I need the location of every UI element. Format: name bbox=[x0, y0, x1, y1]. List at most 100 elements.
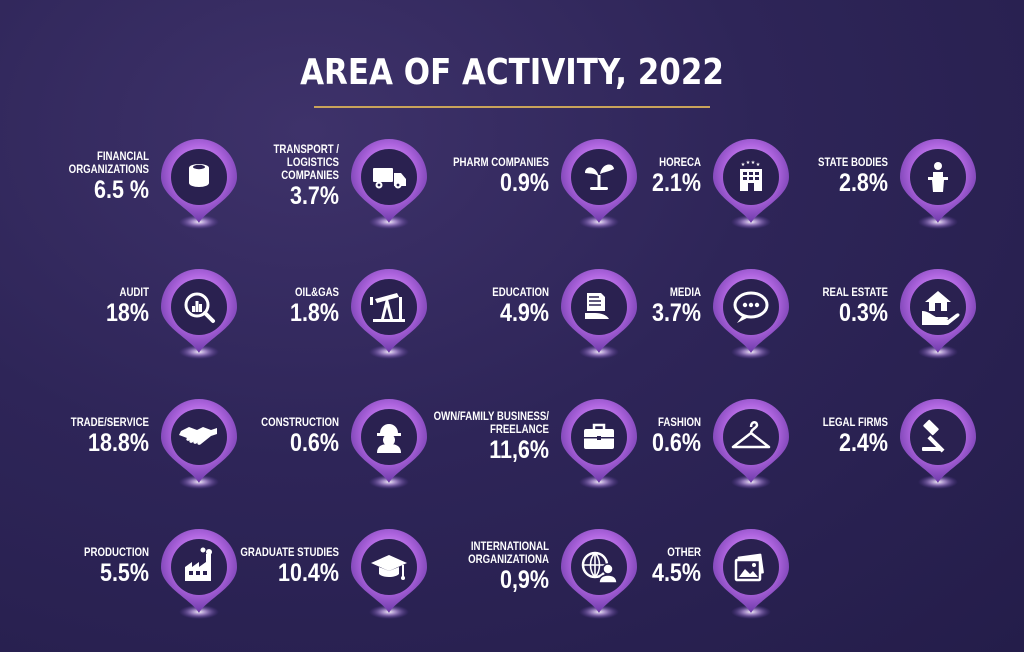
activity-label-block: OTHER 4.5% bbox=[551, 547, 701, 587]
handshake-pin-marker bbox=[159, 399, 239, 494]
truck-icon bbox=[373, 168, 406, 189]
activity-category: TRADE/SERVICE bbox=[70, 417, 149, 429]
oil-pump-icon bbox=[370, 293, 405, 322]
activity-category: STATE BODIES bbox=[818, 157, 888, 169]
activity-percent: 4.5% bbox=[651, 559, 701, 587]
activity-percent: 2.8% bbox=[838, 169, 888, 197]
activity-category: TRANSPORT / LOGISTICS COMPANIES bbox=[273, 144, 339, 182]
hotel-pin-marker: ★ ★ ★ ★ bbox=[711, 139, 791, 234]
magnifier-chart-pin-marker bbox=[159, 269, 239, 364]
hanger-icon bbox=[731, 421, 771, 449]
factory-pin-marker bbox=[159, 529, 239, 624]
activity-label-block: TRANSPORT / LOGISTICS COMPANIES 3.7% bbox=[189, 144, 339, 210]
globe-person-icon bbox=[581, 551, 618, 584]
activity-category: PHARM COMPANIES bbox=[453, 157, 549, 169]
activity-category: OIL&GAS bbox=[294, 287, 339, 299]
briefcase-icon bbox=[584, 423, 614, 449]
activity-label-block: TRADE/SERVICE 18.8% bbox=[0, 417, 149, 457]
sprout-pin-marker bbox=[559, 139, 639, 234]
activity-label-block: PHARM COMPANIES 0.9% bbox=[399, 157, 549, 197]
activity-category: OTHER bbox=[667, 547, 701, 559]
speech-bubble-pin-marker bbox=[711, 269, 791, 364]
svg-text:★: ★ bbox=[751, 160, 756, 166]
activity-category: OWN/FAMILY BUSINESS/ FREELANCE bbox=[433, 410, 549, 436]
book-hand-icon bbox=[585, 293, 609, 319]
activity-percent: 2.1% bbox=[651, 169, 701, 197]
title-underline bbox=[314, 106, 710, 108]
activity-percent: 4.9% bbox=[499, 299, 549, 327]
activity-label-block: LEGAL FIRMS 2.4% bbox=[738, 417, 888, 457]
picture-pin-marker bbox=[711, 529, 791, 624]
magnifier-chart-icon bbox=[184, 292, 215, 323]
worker-pin-marker bbox=[349, 399, 429, 494]
coins-icon bbox=[189, 164, 209, 187]
handshake-icon bbox=[179, 427, 217, 445]
activity-label-block: FINANCIAL ORGANIZATIONS 6.5 % bbox=[0, 151, 149, 204]
svg-text:★: ★ bbox=[756, 162, 761, 168]
graduation-cap-icon bbox=[371, 555, 407, 580]
activity-label-block: AUDIT 18% bbox=[0, 287, 149, 327]
worker-icon bbox=[377, 424, 401, 453]
activity-label-block: OWN/FAMILY BUSINESS/ FREELANCE 11,6% bbox=[399, 411, 549, 464]
activity-category: CONSTRUCTION bbox=[261, 417, 339, 429]
activity-label-block: GRADUATE STUDIES 10.4% bbox=[189, 547, 339, 587]
activity-percent: 11,6% bbox=[489, 435, 549, 464]
sprout-icon bbox=[585, 164, 614, 190]
activity-label-block: INTERNATIONAL ORGANIZATIONA 0,9% bbox=[399, 541, 549, 594]
hotel-icon: ★ ★ ★ ★ bbox=[740, 160, 762, 191]
factory-icon bbox=[185, 547, 212, 581]
picture-icon bbox=[734, 553, 764, 582]
activity-percent: 10.4% bbox=[278, 559, 339, 587]
gavel-icon bbox=[922, 419, 945, 453]
activity-label-block: REAL ESTATE 0.3% bbox=[738, 287, 888, 327]
coins-pin-marker bbox=[159, 139, 239, 234]
graduation-cap-pin-marker bbox=[349, 529, 429, 624]
podium-pin-marker bbox=[898, 139, 978, 234]
house-hand-pin-marker bbox=[898, 269, 978, 364]
activity-category: FINANCIAL ORGANIZATIONS bbox=[68, 150, 149, 176]
activity-category: FASHION bbox=[658, 417, 701, 429]
activity-category: AUDIT bbox=[119, 287, 149, 299]
hanger-pin-marker bbox=[711, 399, 791, 494]
activity-percent: 3.7% bbox=[651, 299, 701, 327]
activity-category: LEGAL FIRMS bbox=[822, 417, 888, 429]
activity-percent: 5.5% bbox=[99, 559, 149, 587]
activity-label-block: HORECA 2.1% bbox=[551, 157, 701, 197]
activity-percent: 1.8% bbox=[289, 299, 339, 327]
house-hand-icon bbox=[922, 291, 960, 325]
activity-label-block: FASHION 0.6% bbox=[551, 417, 701, 457]
activity-category: PRODUCTION bbox=[84, 547, 149, 559]
activity-label-block: MEDIA 3.7% bbox=[551, 287, 701, 327]
activity-category: EDUCATION bbox=[492, 287, 549, 299]
globe-person-pin-marker bbox=[559, 529, 639, 624]
activity-label-block: PRODUCTION 5.5% bbox=[0, 547, 149, 587]
activity-category: REAL ESTATE bbox=[822, 287, 888, 299]
speech-bubble-icon bbox=[733, 291, 769, 323]
activity-percent: 0.6% bbox=[289, 429, 339, 457]
activity-percent: 2.4% bbox=[838, 429, 888, 457]
activity-category: INTERNATIONAL ORGANIZATIONA bbox=[468, 540, 549, 566]
activity-percent: 3.7% bbox=[289, 182, 339, 210]
activity-percent: 0.6% bbox=[651, 429, 701, 457]
activity-label-block: STATE BODIES 2.8% bbox=[738, 157, 888, 197]
svg-text:★: ★ bbox=[741, 162, 746, 168]
podium-icon bbox=[928, 162, 948, 192]
gavel-pin-marker bbox=[898, 399, 978, 494]
activity-percent: 0.3% bbox=[838, 299, 888, 327]
svg-text:★: ★ bbox=[746, 160, 751, 166]
activity-category: GRADUATE STUDIES bbox=[240, 547, 339, 559]
activity-category: HORECA bbox=[659, 157, 701, 169]
activity-percent: 0.9% bbox=[499, 169, 549, 197]
activity-category: MEDIA bbox=[669, 287, 701, 299]
activity-percent: 18.8% bbox=[88, 429, 149, 457]
activity-percent: 18% bbox=[105, 299, 149, 327]
activity-label-block: CONSTRUCTION 0.6% bbox=[189, 417, 339, 457]
chart-title: AREA OF ACTIVITY, 2022 bbox=[300, 52, 724, 93]
activity-label-block: EDUCATION 4.9% bbox=[399, 287, 549, 327]
truck-pin-marker bbox=[349, 139, 429, 234]
activity-percent: 6.5 % bbox=[94, 175, 149, 204]
activity-percent: 0,9% bbox=[499, 565, 549, 594]
book-hand-pin-marker bbox=[559, 269, 639, 364]
briefcase-pin-marker bbox=[559, 399, 639, 494]
oil-pump-pin-marker bbox=[349, 269, 429, 364]
